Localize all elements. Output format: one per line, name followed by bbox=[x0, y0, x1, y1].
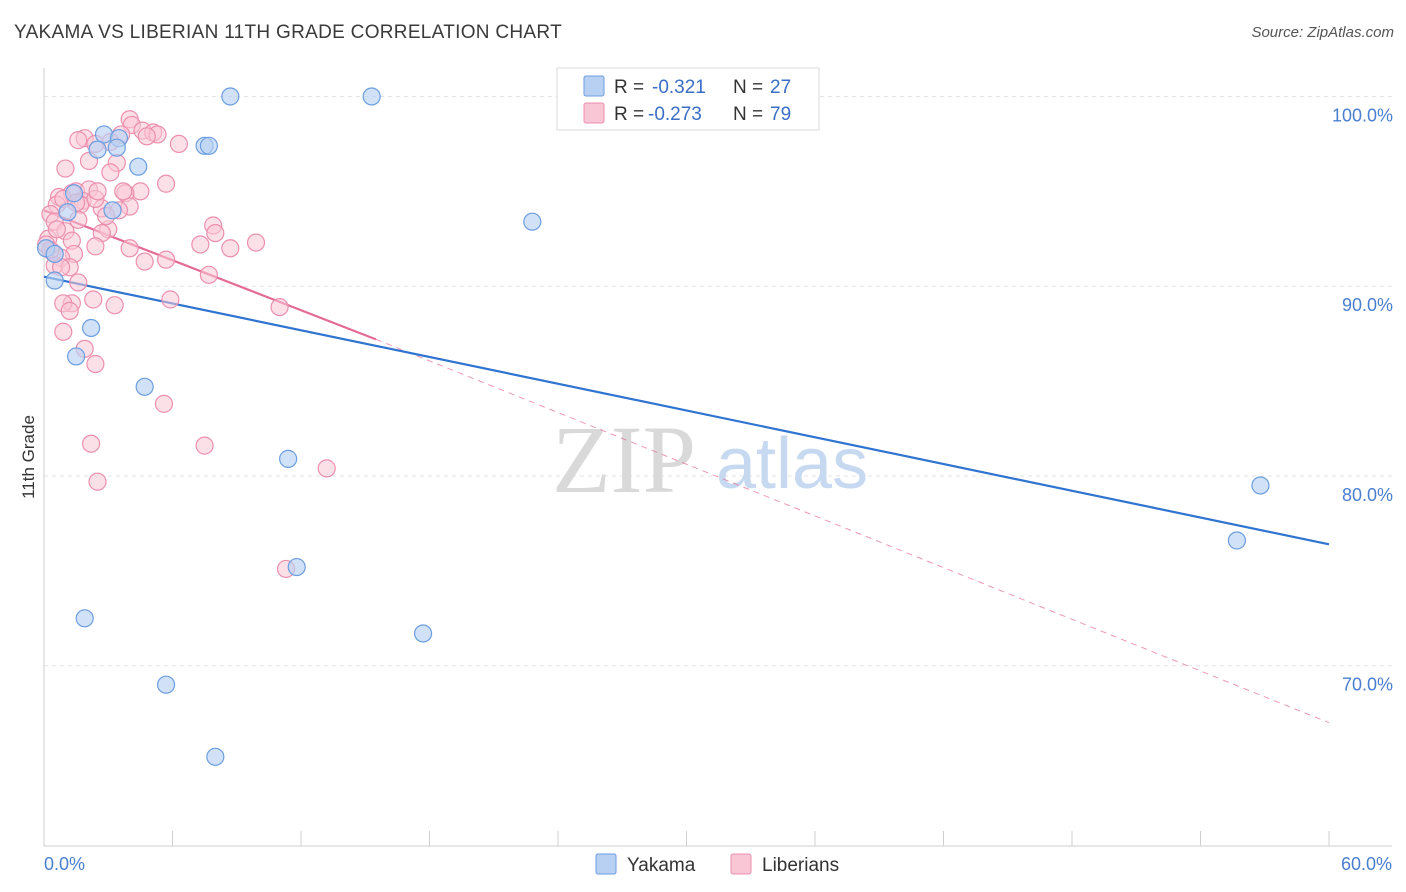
yakama-point bbox=[82, 318, 101, 338]
liberians-point bbox=[270, 297, 289, 317]
bottom-legend-swatch-liberians bbox=[730, 853, 752, 875]
yakama-point bbox=[199, 136, 219, 155]
yakama-point bbox=[67, 347, 86, 366]
liberians-point bbox=[69, 273, 88, 292]
yakama-point bbox=[129, 157, 148, 176]
y-tick-label: 70.0% bbox=[1342, 675, 1393, 695]
liberians-point bbox=[317, 459, 336, 478]
liberians-point bbox=[154, 394, 174, 413]
liberians-point bbox=[84, 290, 103, 309]
liberians-point bbox=[195, 436, 214, 455]
liberians-point bbox=[88, 472, 107, 491]
liberians-point bbox=[131, 182, 150, 201]
liberians-trendline-extension bbox=[375, 338, 1330, 724]
y-axis-title: 11th Grade bbox=[19, 415, 38, 499]
legend-n-label-liberians: N = bbox=[733, 104, 763, 125]
yakama-point bbox=[75, 609, 94, 628]
yakama-point bbox=[45, 244, 64, 264]
yakama-point bbox=[523, 212, 542, 231]
liberians-point bbox=[54, 322, 73, 341]
liberians-point bbox=[114, 182, 133, 201]
liberians-point bbox=[86, 237, 105, 256]
y-tick-label: 100.0% bbox=[1332, 105, 1393, 125]
legend-swatch-yakama bbox=[583, 75, 605, 97]
liberians-point bbox=[101, 163, 120, 182]
x-tick-labels: 0.0% 60.0% bbox=[44, 854, 1392, 874]
liberians-point bbox=[137, 127, 156, 146]
liberians-point bbox=[47, 220, 66, 239]
watermark: ZIP atlas bbox=[552, 406, 868, 513]
yakama-point bbox=[107, 138, 126, 157]
stats-legend: R = -0.321 N = 27 R = -0.273 N = 79 bbox=[556, 67, 820, 131]
x-tick-label: 0.0% bbox=[44, 854, 85, 874]
yakama-point bbox=[362, 87, 381, 106]
liberians-point bbox=[88, 182, 107, 201]
liberians-point bbox=[135, 252, 154, 271]
chart-title: YAKAMA VS LIBERIAN 11TH GRADE CORRELATIO… bbox=[14, 22, 562, 43]
liberians-point bbox=[156, 174, 176, 193]
x-axis-ticks bbox=[43, 831, 1330, 846]
yakama-point bbox=[1251, 476, 1270, 495]
liberians-points bbox=[37, 110, 336, 579]
liberians-point bbox=[60, 301, 79, 320]
source-credit: Source: ZipAtlas.com bbox=[1251, 24, 1394, 41]
yakama-point bbox=[135, 377, 154, 396]
y-tick-label: 80.0% bbox=[1342, 485, 1393, 505]
axes bbox=[43, 68, 1392, 847]
yakama-point bbox=[45, 271, 64, 290]
legend-r-value-liberians: -0.273 bbox=[648, 104, 702, 125]
yakama-point bbox=[94, 125, 114, 144]
liberians-point bbox=[69, 131, 88, 150]
y-tick-labels: 100.0% 90.0% 80.0% 70.0% bbox=[1332, 105, 1393, 694]
liberians-point bbox=[199, 265, 219, 284]
liberians-point bbox=[221, 239, 240, 258]
yakama-point bbox=[156, 675, 176, 694]
liberians-point bbox=[86, 354, 105, 374]
yakama-point bbox=[1227, 531, 1247, 550]
grid-lines bbox=[44, 95, 1392, 667]
liberians-point bbox=[161, 290, 180, 309]
yakama-point bbox=[88, 140, 107, 159]
legend-r-value-yakama: -0.321 bbox=[652, 77, 706, 98]
yakama-point bbox=[413, 624, 433, 643]
watermark-atlas: atlas bbox=[716, 424, 868, 504]
liberians-point bbox=[156, 250, 176, 269]
yakama-point bbox=[221, 87, 240, 106]
liberians-point bbox=[120, 239, 139, 258]
liberians-point bbox=[105, 296, 124, 315]
liberians-point bbox=[56, 159, 75, 178]
legend-r-label-liberians: R = bbox=[614, 104, 644, 125]
yakama-point bbox=[279, 449, 298, 468]
yakama-point bbox=[64, 184, 84, 203]
yakama-points bbox=[37, 87, 1270, 766]
liberians-point bbox=[191, 235, 210, 254]
liberians-point bbox=[246, 233, 266, 252]
bottom-legend-swatch-yakama bbox=[595, 853, 617, 875]
yakama-point bbox=[58, 203, 77, 222]
liberians-point bbox=[206, 223, 225, 243]
watermark-zip: ZIP bbox=[552, 406, 696, 513]
yakama-point bbox=[206, 747, 225, 766]
bottom-legend-label-yakama: Yakama bbox=[627, 855, 696, 876]
series-legend: Yakama Liberians bbox=[595, 853, 839, 876]
legend-n-value-liberians: 79 bbox=[770, 104, 791, 125]
yakama-point bbox=[103, 201, 122, 220]
legend-n-value-yakama: 27 bbox=[770, 77, 791, 98]
liberians-point bbox=[82, 434, 101, 453]
yakama-point bbox=[287, 557, 306, 577]
bottom-legend-label-liberians: Liberians bbox=[762, 855, 839, 876]
x-tick-label: 60.0% bbox=[1341, 854, 1392, 874]
legend-n-label-yakama: N = bbox=[733, 77, 763, 98]
legend-swatch-liberians bbox=[583, 102, 605, 124]
legend-r-label-yakama: R = bbox=[614, 77, 644, 98]
y-tick-label: 90.0% bbox=[1342, 295, 1393, 315]
liberians-point bbox=[169, 134, 189, 154]
yakama-trendline bbox=[43, 275, 1330, 546]
